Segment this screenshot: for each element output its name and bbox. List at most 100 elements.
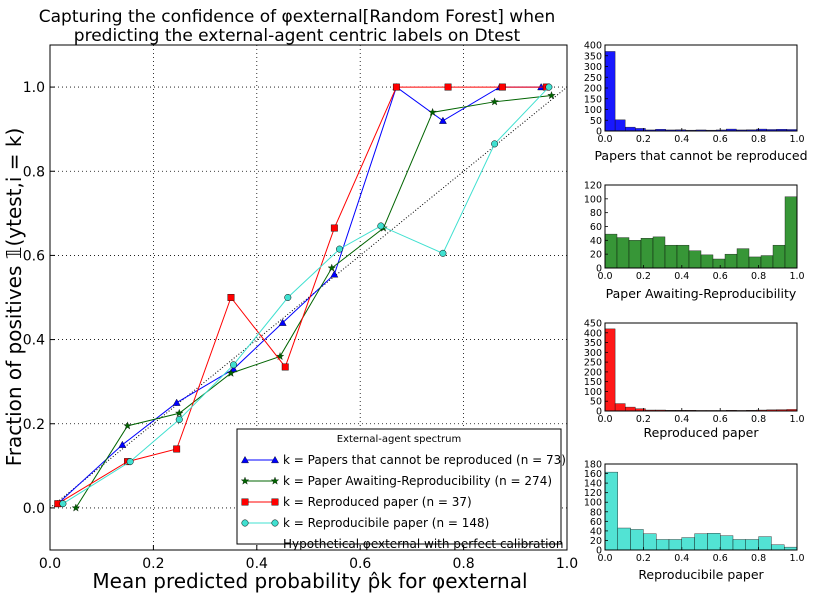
legend-reference-label: Hypothetical φexternal with perfect cali…: [283, 537, 563, 551]
hist-1-bar: [676, 244, 690, 269]
x-tick-label: 0.0: [39, 556, 61, 572]
y-axis-label: Fraction of positives 𝟙(ytest,i = k): [2, 128, 26, 467]
series-2-point: [330, 224, 338, 232]
hist-2-y-tick-label: 250: [584, 358, 602, 369]
hist-0-label: Papers that cannot be reproduced: [594, 148, 807, 163]
y-tick-label: 1.0: [23, 80, 45, 96]
plot-frame: [49, 44, 568, 551]
hist-3-bar: [630, 529, 644, 551]
series-line-3: [62, 86, 550, 505]
hist-3-x-tick-label: 0.4: [674, 553, 689, 564]
hist-0-y-tick-label: 350: [584, 51, 602, 62]
series-3-point: [491, 140, 499, 148]
hist-1-bar: [640, 238, 654, 269]
hist-3-x-tick-label: 0.6: [713, 553, 728, 564]
hist-3-bar: [707, 533, 721, 551]
hist-0-y-tick-label: 200: [584, 84, 602, 95]
legend-label-2: k = Reproduced paper (n = 37): [283, 495, 472, 509]
hist-1-bar: [736, 248, 750, 269]
hist-1-y-tick-label: 0: [596, 264, 602, 275]
hist-1-x-tick-label: 0.0: [597, 271, 612, 282]
legend-marker-3: [241, 519, 249, 527]
hist-3-x-tick-label: 1.0: [789, 553, 804, 564]
series-1-point: [123, 421, 132, 430]
series-line-1: [75, 95, 552, 509]
series-2-point: [444, 83, 452, 91]
hist-3-bar: [771, 544, 785, 551]
hist-0-frame: [604, 44, 798, 132]
hist-0-bar: [614, 119, 626, 132]
hist-3-bar: [668, 539, 683, 551]
y-tick-label: 0.0: [23, 501, 45, 517]
legend-box: [236, 428, 562, 545]
hist-0-x-tick-label: 0.0: [597, 134, 612, 145]
hist-1-label: Paper Awaiting-Reproducibility: [606, 286, 797, 301]
hist-1-bar: [772, 244, 786, 269]
hist-3-frame: [604, 463, 798, 551]
hist-3-bar: [681, 537, 695, 551]
hist-3-bar: [745, 539, 759, 551]
hist-3-y-tick-label: 20: [590, 536, 602, 547]
hist-0-y-tick-label: 400: [584, 41, 602, 52]
hist-1-x-tick-label: 0.6: [713, 271, 728, 282]
hist-3-x-tick-label: 0.8: [751, 553, 766, 564]
hist-2-bar: [614, 403, 626, 412]
hist-1-x-tick-label: 0.4: [674, 271, 689, 282]
series-1-point: [226, 368, 236, 377]
series-1-point: [71, 503, 81, 512]
hist-2-y-tick-label: 50: [590, 397, 602, 408]
series-0-point: [438, 116, 447, 124]
hist-3-bar: [617, 527, 631, 551]
hist-1-y-tick-label: 20: [590, 250, 602, 261]
hist-1-bar: [604, 233, 618, 269]
legend-label-0: k = Papers that cannot be reproduced (n …: [283, 453, 566, 467]
hist-1-y-tick-label: 120: [584, 181, 602, 192]
hist-0-y-tick-label: 100: [584, 105, 602, 116]
series-2-point: [173, 445, 181, 453]
hist-0-y-tick-label: 300: [584, 62, 602, 73]
series-2-point: [227, 294, 235, 301]
hist-2-bar: [625, 406, 636, 412]
hist-3-y-tick-label: 180: [584, 460, 602, 471]
series-0-point: [118, 440, 127, 448]
hist-2-frame: [604, 322, 798, 412]
series-0-point: [330, 270, 339, 278]
hist-3-y-tick-label: 160: [584, 469, 602, 480]
legend-marker-2: [241, 498, 249, 506]
y-tick-label: 0.8: [23, 164, 45, 180]
legend-marker-2: [271, 498, 279, 506]
y-tick-label: 0.6: [23, 248, 45, 264]
hist-2-y-tick-label: 400: [584, 328, 602, 339]
legend-label-3: k = Reproducibile paper (n = 148): [283, 516, 489, 530]
hist-3-y-tick-label: 80: [590, 507, 602, 518]
hist-3-bar: [604, 471, 619, 551]
series-2-point: [281, 363, 289, 371]
series-3-point: [59, 500, 67, 508]
hist-3-y-tick-label: 120: [584, 488, 602, 499]
hist-3-label: Reproducibile paper: [638, 567, 764, 582]
hist-1-frame: [604, 184, 798, 269]
legend-marker-1: [270, 476, 280, 485]
hist-2-y-tick-label: 350: [584, 338, 602, 349]
perfect-calibration-line: [49, 86, 568, 509]
y-tick-label: 0.4: [23, 333, 45, 349]
hist-3-bar: [732, 539, 747, 551]
series-3-point: [377, 222, 385, 230]
hist-3-bar: [656, 539, 670, 551]
hist-1-x-tick-label: 1.0: [789, 271, 804, 282]
hist-1-x-tick-label: 0.8: [751, 271, 766, 282]
hist-1-bar: [628, 240, 642, 269]
hist-0-x-tick-label: 0.8: [751, 134, 766, 145]
hist-3-bar: [720, 535, 734, 551]
hist-3-y-tick-label: 100: [584, 498, 602, 509]
hist-2-x-tick-label: 0.4: [674, 414, 689, 425]
series-line-2: [57, 86, 547, 505]
hist-3-bar: [694, 533, 708, 551]
hist-0-bar: [625, 126, 636, 132]
hist-3-y-tick-label: 60: [590, 517, 602, 528]
hist-0-y-tick-label: 250: [584, 73, 602, 84]
hist-1-bar: [652, 236, 666, 269]
hist-2-bar: [604, 328, 616, 412]
